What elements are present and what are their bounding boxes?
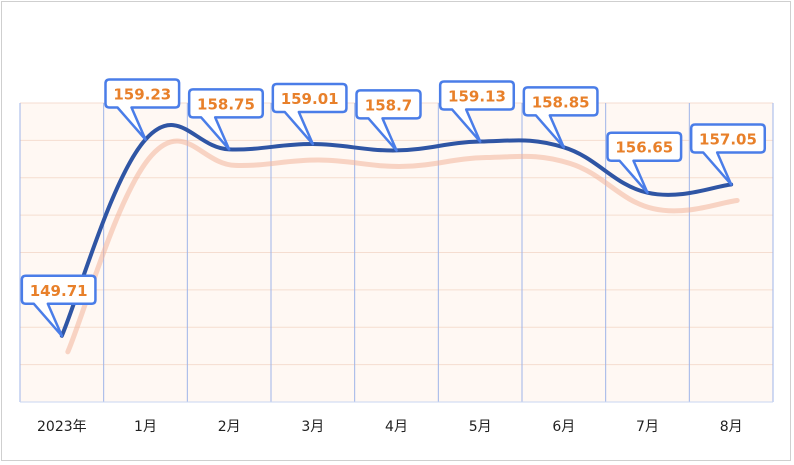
data-labels: 149.71 159.23 158.75 159.01 158.7 159.13 158.8…	[20, 78, 767, 338]
data-label-text: 158.85	[532, 93, 590, 111]
data-label: 159.01	[271, 82, 348, 146]
data-label-box	[355, 89, 422, 152]
x-tick-label: 1月	[134, 419, 157, 435]
data-label-box	[271, 82, 348, 146]
x-tick-label: 7月	[636, 419, 659, 435]
x-tick-label: 2023年	[37, 419, 87, 435]
x-tick-label: 3月	[301, 419, 324, 435]
data-label-text: 159.23	[113, 85, 171, 103]
x-tick-label: 8月	[720, 419, 743, 435]
data-label: 157.05	[689, 123, 767, 186]
series-line-shadow	[65, 138, 740, 355]
data-label-text: 149.71	[30, 282, 88, 300]
data-label-box	[522, 86, 599, 149]
x-tick-label: 2月	[218, 419, 241, 435]
data-label: 159.13	[438, 80, 516, 143]
data-label-text: 159.13	[448, 88, 506, 106]
data-label-text: 158.75	[197, 95, 255, 113]
data-label: 149.71	[20, 274, 97, 338]
data-label-box	[689, 123, 767, 186]
data-label-text: 156.65	[615, 139, 673, 157]
data-label: 156.65	[606, 131, 683, 194]
data-label-box	[438, 80, 516, 143]
data-label-text: 157.05	[699, 130, 757, 148]
data-label: 158.7	[355, 89, 422, 152]
x-tick-label: 4月	[385, 419, 408, 435]
x-tick-label: 6月	[552, 419, 575, 435]
data-label-box	[606, 131, 683, 194]
data-label-text: 158.7	[365, 96, 412, 114]
x-axis-tick-labels: 2023年 1月 2月 3月 4月 5月 6月 7月 8月	[37, 419, 743, 435]
x-tick-label: 5月	[469, 419, 492, 435]
data-label-box	[20, 274, 97, 338]
data-label-box	[187, 88, 265, 151]
data-label: 159.23	[104, 78, 181, 141]
vertical-gridlines	[19, 103, 774, 402]
data-label-text: 159.01	[281, 90, 339, 108]
data-label: 158.85	[522, 86, 599, 149]
data-label: 158.75	[187, 88, 265, 151]
data-label-box	[104, 78, 181, 141]
